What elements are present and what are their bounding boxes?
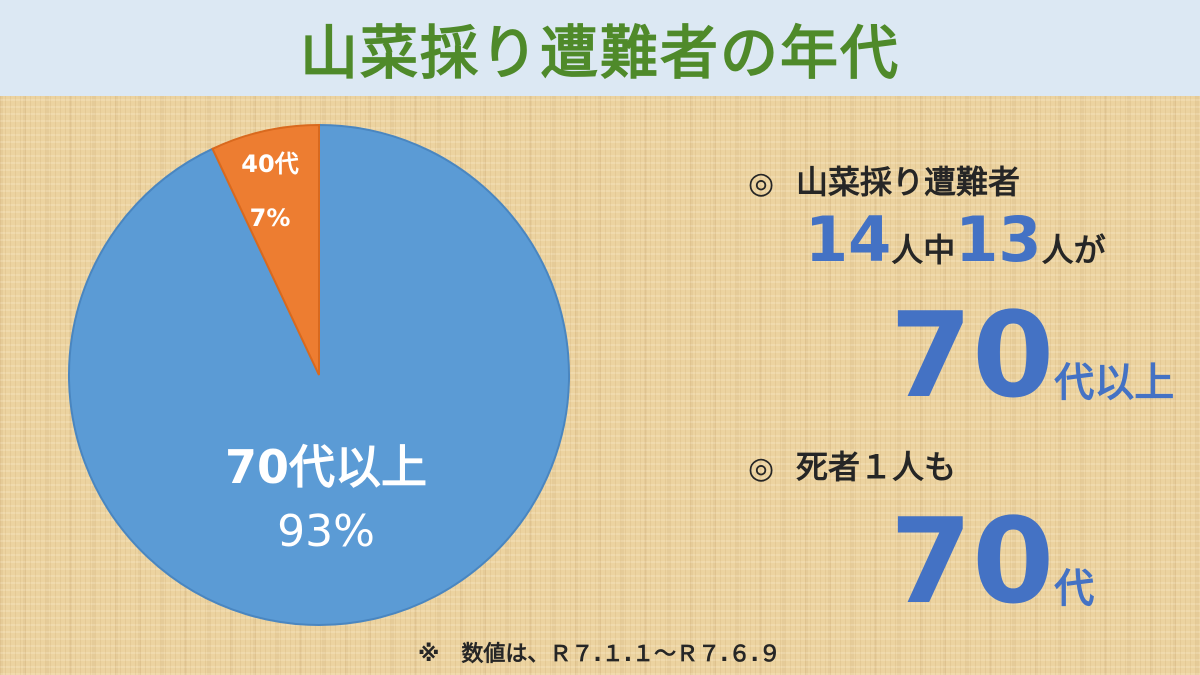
- pie-slice-forties: [211, 123, 320, 376]
- summary-heading-2: ◎ 死者１人も: [748, 442, 956, 488]
- count-line: 14人中13人が: [805, 203, 1106, 276]
- age-number-2: 70: [890, 492, 1055, 630]
- double-circle-icon: ◎: [748, 451, 775, 486]
- age-suffix-2: 代: [1054, 566, 1095, 612]
- pie-label-forties: 40代: [241, 150, 298, 178]
- summary-heading-1-text: 山菜採り遭難者: [796, 163, 1021, 201]
- pie-chart: 70代以上 93% 40代 7%: [68, 123, 570, 626]
- summary-heading-1: ◎ 山菜採り遭難者: [748, 157, 1020, 203]
- page-title: 山菜採り遭難者の年代: [299, 19, 900, 87]
- age-line-2: 70代: [890, 502, 1094, 620]
- summary-heading-2-text: 死者１人も: [796, 448, 957, 486]
- pie-percent-forties: 7%: [250, 204, 291, 232]
- count-unit-1: 人中: [891, 231, 956, 269]
- double-circle-icon: ◎: [748, 166, 775, 201]
- pie-percent-seventies-plus: 93%: [277, 506, 375, 557]
- age-suffix-1: 代以上: [1054, 360, 1175, 406]
- count-unit-2: 人が: [1041, 231, 1106, 269]
- age-line-1: 70代以上: [890, 296, 1174, 414]
- elderly-count: 13: [955, 203, 1042, 276]
- total-count: 14: [805, 203, 892, 276]
- header-bar: [0, 0, 1200, 96]
- footnote: ※ 数値は、Ｒ７.１.１～Ｒ７.６.９: [418, 642, 781, 667]
- pie-label-seventies-plus: 70代以上: [225, 440, 427, 494]
- age-number-1: 70: [890, 286, 1055, 424]
